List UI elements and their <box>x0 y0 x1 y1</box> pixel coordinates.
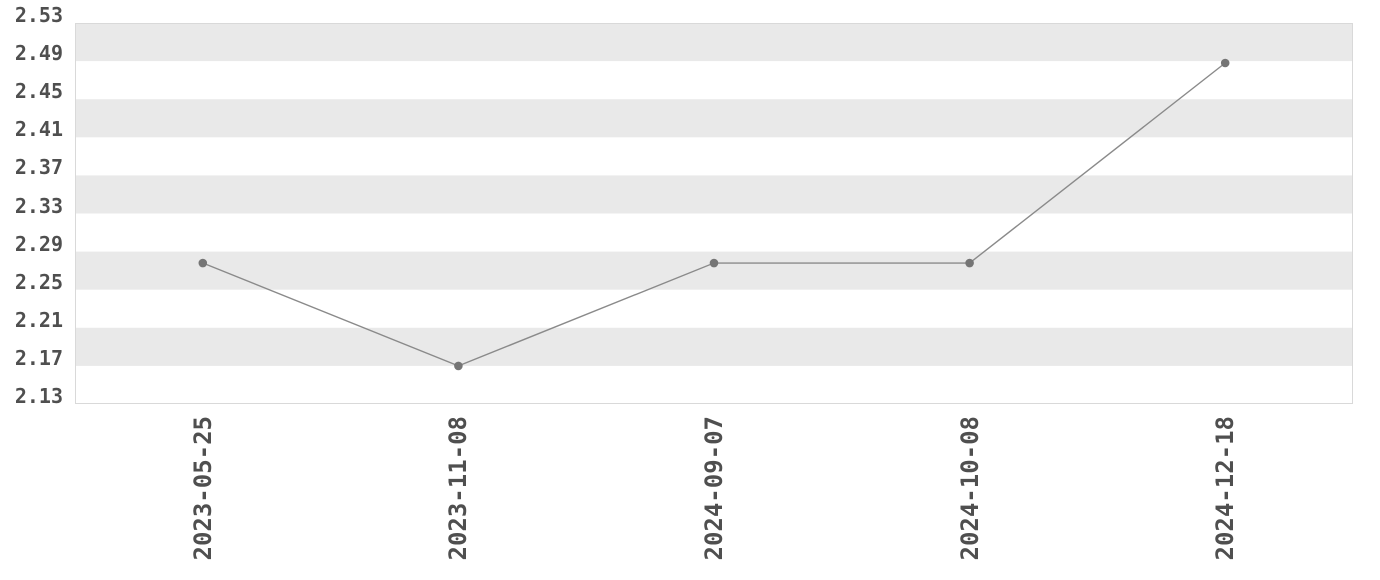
data-point-marker[interactable] <box>1220 58 1230 68</box>
y-tick-label: 2.13 <box>14 384 63 408</box>
data-point-marker[interactable] <box>454 361 463 371</box>
x-tick-label: 2024-12-18 <box>1211 416 1240 561</box>
data-point-marker[interactable] <box>965 258 974 268</box>
y-tick-label: 2.37 <box>14 155 63 180</box>
y-tick-label: 2.21 <box>14 307 63 332</box>
y-tick-label: 2.33 <box>14 193 63 218</box>
grid-band <box>75 327 1353 366</box>
y-tick-label: 2.29 <box>14 231 63 256</box>
grid-band <box>75 251 1353 290</box>
y-tick-label: 2.53 <box>14 3 63 27</box>
plot-border <box>75 23 1353 404</box>
y-tick-label: 2.49 <box>14 41 63 66</box>
x-tick-label: 2023-05-25 <box>188 416 217 561</box>
y-tick-label: 2.45 <box>14 79 63 104</box>
data-point-marker[interactable] <box>709 258 719 268</box>
x-tick-label: 2024-10-08 <box>955 416 984 561</box>
data-point-marker[interactable] <box>198 258 208 268</box>
grid-band <box>75 99 1353 138</box>
x-tick-label: 2024-09-07 <box>700 416 728 561</box>
x-tick-label: 2023-11-08 <box>444 416 473 561</box>
plot-area <box>75 23 1353 404</box>
grid-band <box>75 175 1353 214</box>
grid-band <box>75 23 1353 62</box>
y-tick-label: 2.41 <box>14 117 63 142</box>
y-tick-label: 2.17 <box>14 345 63 370</box>
y-tick-label: 2.25 <box>14 269 63 294</box>
